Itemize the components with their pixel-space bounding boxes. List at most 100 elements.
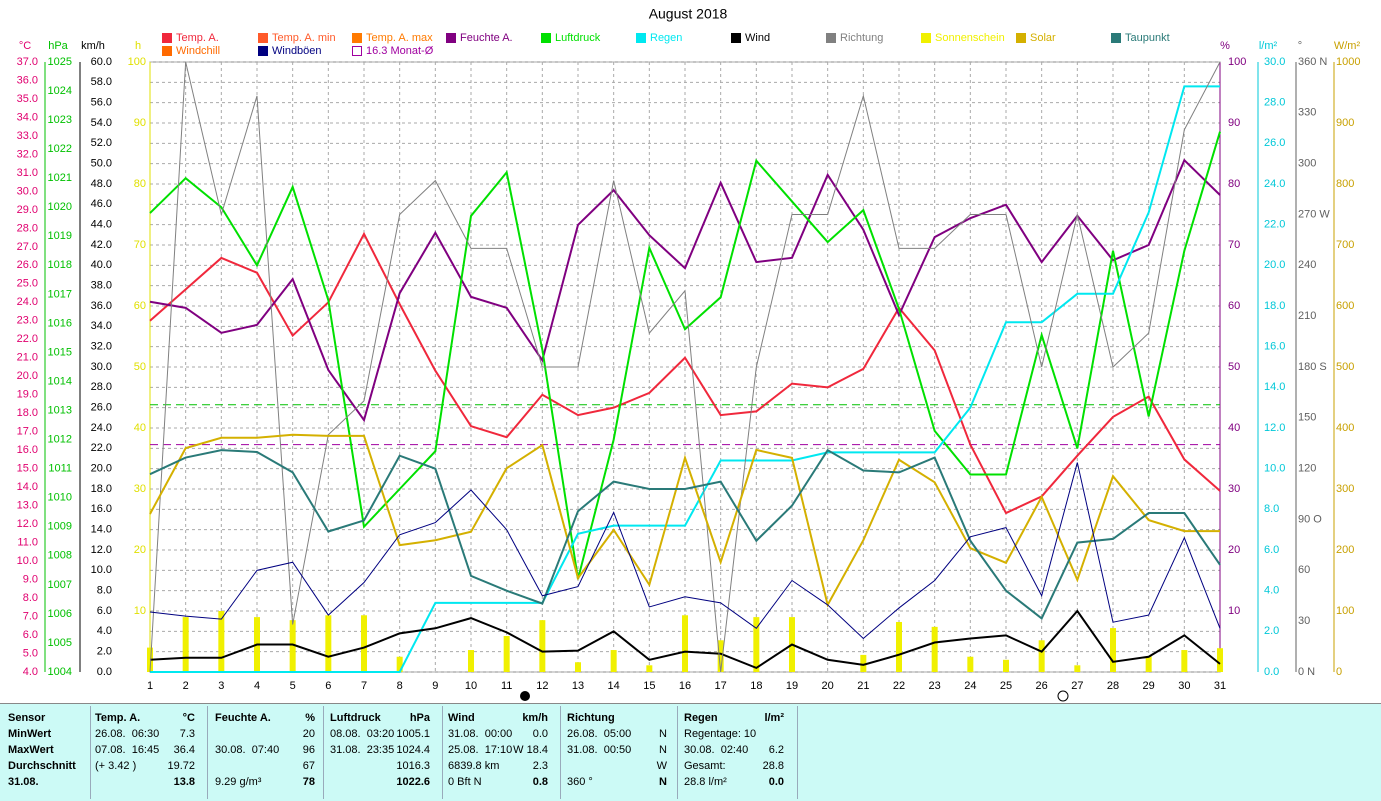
y-tick-label: 1012 [48, 434, 72, 446]
table-cell: 96 [302, 744, 315, 756]
legend-swatch [826, 33, 836, 43]
x-tick-label: 8 [397, 680, 403, 692]
x-tick-label: 10 [465, 680, 477, 692]
table-cell: 20 [302, 728, 315, 740]
x-tick-label: 30 [1178, 680, 1190, 692]
y-tick-label: 16.0 [17, 444, 38, 456]
y-tick-label: 1000 [1336, 56, 1360, 68]
x-tick-label: 27 [1071, 680, 1083, 692]
y-tick-label: 37.0 [17, 56, 38, 68]
legend-label: Feuchte A. [460, 32, 513, 44]
y-tick-label: 21.0 [17, 352, 38, 364]
full-moon [1057, 690, 1069, 702]
y-tick-label: 30.0 [91, 361, 112, 373]
sunshine-bar [289, 620, 296, 672]
y-tick-label: 1010 [48, 492, 72, 504]
separator [207, 706, 208, 799]
separator [560, 706, 561, 799]
legend-swatch [636, 33, 646, 43]
y-tick-label: 30.0 [17, 185, 38, 197]
x-tick-label: 20 [822, 680, 834, 692]
chart: August 2018 1 2 3 4 5 6 7 8 9 10 11 12 13 14 15 16 17 18 1… [17, 6, 1360, 702]
x-tick-label: 6 [325, 680, 331, 692]
y-tick-label: 14.0 [1264, 381, 1285, 393]
y-tick-label: 0 [1336, 666, 1342, 678]
table-cell: W 18.4 [513, 744, 548, 756]
sunshine-bar [646, 665, 653, 672]
y-tick-label: 10.0 [17, 555, 38, 567]
series-line [149, 158, 1221, 423]
separator [442, 706, 443, 799]
y-tick-label: 18.0 [1264, 300, 1285, 312]
new-moon [520, 691, 530, 701]
axis-unit: km/h [81, 40, 105, 52]
y-tick-label: 120 [1298, 463, 1316, 475]
sunshine-bar [753, 617, 760, 672]
y-tick-label: 24.0 [17, 296, 38, 308]
table-cell: 13.8 [173, 776, 195, 788]
series-line [149, 448, 1221, 620]
y-tick-label: 27.0 [17, 241, 38, 253]
table-cell: Wind [448, 712, 475, 724]
y-tick-label: 2.0 [97, 646, 112, 658]
y-tick-label: 300 [1298, 158, 1316, 170]
y-tick-label: 50.0 [91, 158, 112, 170]
table-cell: Richtung [567, 712, 615, 724]
x-tick-label: 21 [857, 680, 869, 692]
table-cell: 26.08. 05:00 [567, 728, 632, 740]
table-cell: 28.8 l/m² [684, 776, 727, 788]
table-cell: Luftdruck [330, 712, 381, 724]
x-tick-label: 14 [608, 680, 620, 692]
y-tick-label: 20.0 [17, 370, 38, 382]
sunshine-bar [539, 620, 546, 672]
y-tick-label: 20 [1228, 544, 1240, 556]
y-tick-label: 58.0 [91, 76, 112, 88]
sunshine-bar [182, 617, 189, 672]
table-cell: Sensor [8, 712, 46, 724]
y-tick-label: 60 [1228, 300, 1240, 312]
legend-label: Temp. A. min [272, 32, 336, 44]
y-tick-label: 60.0 [91, 56, 112, 68]
x-tick-label: 4 [254, 680, 260, 692]
separator [90, 706, 91, 799]
y-tick-label: 1018 [48, 259, 72, 271]
y-tick-label: 54.0 [91, 117, 112, 129]
sunshine-bar [1181, 650, 1188, 672]
y-tick-label: 12.0 [1264, 422, 1285, 434]
legend-swatch [541, 33, 551, 43]
legend-label: Sonnenschein [935, 32, 1005, 44]
y-tick-label: 1008 [48, 550, 72, 562]
y-tick-label: 100 [128, 56, 146, 68]
table-cell: 360 ° [567, 776, 593, 788]
table-cell: Gesamt: [684, 760, 726, 772]
x-tick-label: 18 [750, 680, 762, 692]
y-tick-label: 8.0 [1264, 503, 1279, 515]
sunshine-bar [1145, 656, 1152, 672]
table-cell: % [305, 712, 315, 724]
y-tick-label: 300 [1336, 483, 1354, 495]
y-tick-label: 28.0 [17, 222, 38, 234]
y-tick-label: 52.0 [91, 137, 112, 149]
y-tick-label: 60 [1298, 564, 1310, 576]
y-tick-label: 28.0 [1264, 97, 1285, 109]
table-cell: 1022.6 [396, 776, 430, 788]
y-tick-label: 22.0 [91, 442, 112, 454]
table-cell: 19.72 [167, 760, 195, 772]
x-tick-label: 24 [964, 680, 976, 692]
sunshine-bar [682, 615, 688, 672]
table-cell: 2.3 [532, 760, 548, 772]
table-cell: 25.08. 17:10 [448, 744, 513, 756]
y-tick-label: 150 [1298, 412, 1316, 424]
y-tick-label: 10.0 [1264, 463, 1285, 475]
y-tick-label: 1005 [48, 637, 72, 649]
legend-swatch [446, 33, 456, 43]
y-tick-label: 1021 [48, 172, 72, 184]
series-line [150, 85, 1220, 673]
y-tick-label: 1013 [48, 404, 72, 416]
y-tick-label: 56.0 [91, 97, 112, 109]
y-tick-label: 90 [134, 117, 146, 129]
table-cell: 7.3 [179, 728, 195, 740]
y-tick-label: 36.0 [91, 300, 112, 312]
sunshine-bar [860, 654, 867, 672]
y-tick-label: 1020 [48, 201, 72, 213]
